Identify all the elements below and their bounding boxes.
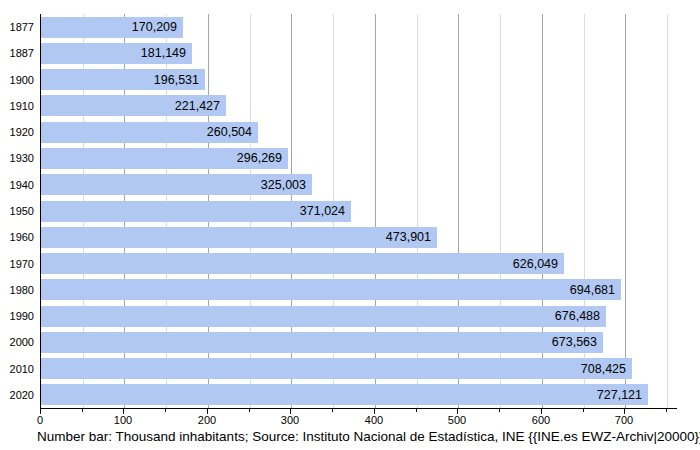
x-axis-tick-label: 700 <box>615 414 633 426</box>
bar-value-label: 221,427 <box>175 99 220 113</box>
bar-value-label: 676,488 <box>555 309 600 323</box>
y-axis-label-1887: 1887 <box>0 40 34 66</box>
x-minor-tick <box>332 409 333 412</box>
bar-1900: 196,531 <box>41 69 205 90</box>
chart-caption: Number bar: Thousand inhabitants; Source… <box>37 429 700 444</box>
bar-1887: 181,149 <box>41 43 192 64</box>
bar-2000: 673,563 <box>41 332 603 353</box>
y-axis-label-2010: 2010 <box>0 355 34 381</box>
bar-1930: 296,269 <box>41 148 288 169</box>
y-axis-label-2000: 2000 <box>0 329 34 355</box>
bar-value-label: 708,425 <box>581 362 626 376</box>
x-minor-tick <box>666 409 667 412</box>
y-axis-label-1900: 1900 <box>0 67 34 93</box>
bar-1980: 694,681 <box>41 279 621 300</box>
bar-value-label: 325,003 <box>261 178 306 192</box>
bar-1970: 626,049 <box>41 253 564 274</box>
bar-1877: 170,209 <box>41 17 183 38</box>
bar-value-label: 673,563 <box>552 335 597 349</box>
y-axis-label-1940: 1940 <box>0 172 34 198</box>
y-axis-label-1920: 1920 <box>0 119 34 145</box>
bar-2010: 708,425 <box>41 358 632 379</box>
bar-value-label: 196,531 <box>154 73 199 87</box>
x-axis-tick-label: 100 <box>114 414 132 426</box>
bar-value-label: 181,149 <box>141 46 186 60</box>
bar-1910: 221,427 <box>41 95 226 116</box>
bar-value-label: 694,681 <box>570 283 615 297</box>
bar-chart: 170,209 181,149 196,531 221,427 260,504 296,2… <box>0 0 700 450</box>
bar-value-label: 727,121 <box>597 388 642 402</box>
y-axis-label-1910: 1910 <box>0 93 34 119</box>
x-minor-tick <box>249 409 250 412</box>
x-minor-tick <box>499 409 500 412</box>
bar-1920: 260,504 <box>41 122 258 143</box>
x-axis-tick-label: 0 <box>37 414 43 426</box>
bar-value-label: 473,901 <box>386 230 431 244</box>
y-axis-label-2020: 2020 <box>0 382 34 408</box>
y-axis-label-1980: 1980 <box>0 277 34 303</box>
y-axis-label-1970: 1970 <box>0 250 34 276</box>
y-axis-label-1960: 1960 <box>0 224 34 250</box>
y-axis-label-1950: 1950 <box>0 198 34 224</box>
x-axis-tick-label: 300 <box>281 414 299 426</box>
bar-value-label: 260,504 <box>207 125 252 139</box>
bar-1960: 473,901 <box>41 227 437 248</box>
y-axis-label-1990: 1990 <box>0 303 34 329</box>
bar-2020: 727,121 <box>41 384 648 405</box>
bar-value-label: 626,049 <box>513 257 558 271</box>
bar-1990: 676,488 <box>41 306 606 327</box>
bar-1950: 371,024 <box>41 201 351 222</box>
bar-value-label: 296,269 <box>237 151 282 165</box>
x-axis-tick-label: 600 <box>532 414 550 426</box>
minor-gridline <box>667 14 668 408</box>
bar-value-label: 371,024 <box>300 204 345 218</box>
x-axis-tick-label: 200 <box>198 414 216 426</box>
x-axis-tick-label: 400 <box>365 414 383 426</box>
y-axis-label-1930: 1930 <box>0 145 34 171</box>
x-minor-tick <box>165 409 166 412</box>
y-axis-label-1877: 1877 <box>0 14 34 40</box>
x-minor-tick <box>416 409 417 412</box>
x-axis-tick-label: 500 <box>448 414 466 426</box>
plot-area: 170,209 181,149 196,531 221,427 260,504 296,2… <box>40 14 677 409</box>
x-minor-tick <box>583 409 584 412</box>
bar-value-label: 170,209 <box>132 20 177 34</box>
bar-1940: 325,003 <box>41 174 312 195</box>
major-gridline <box>625 14 626 408</box>
x-minor-tick <box>82 409 83 412</box>
